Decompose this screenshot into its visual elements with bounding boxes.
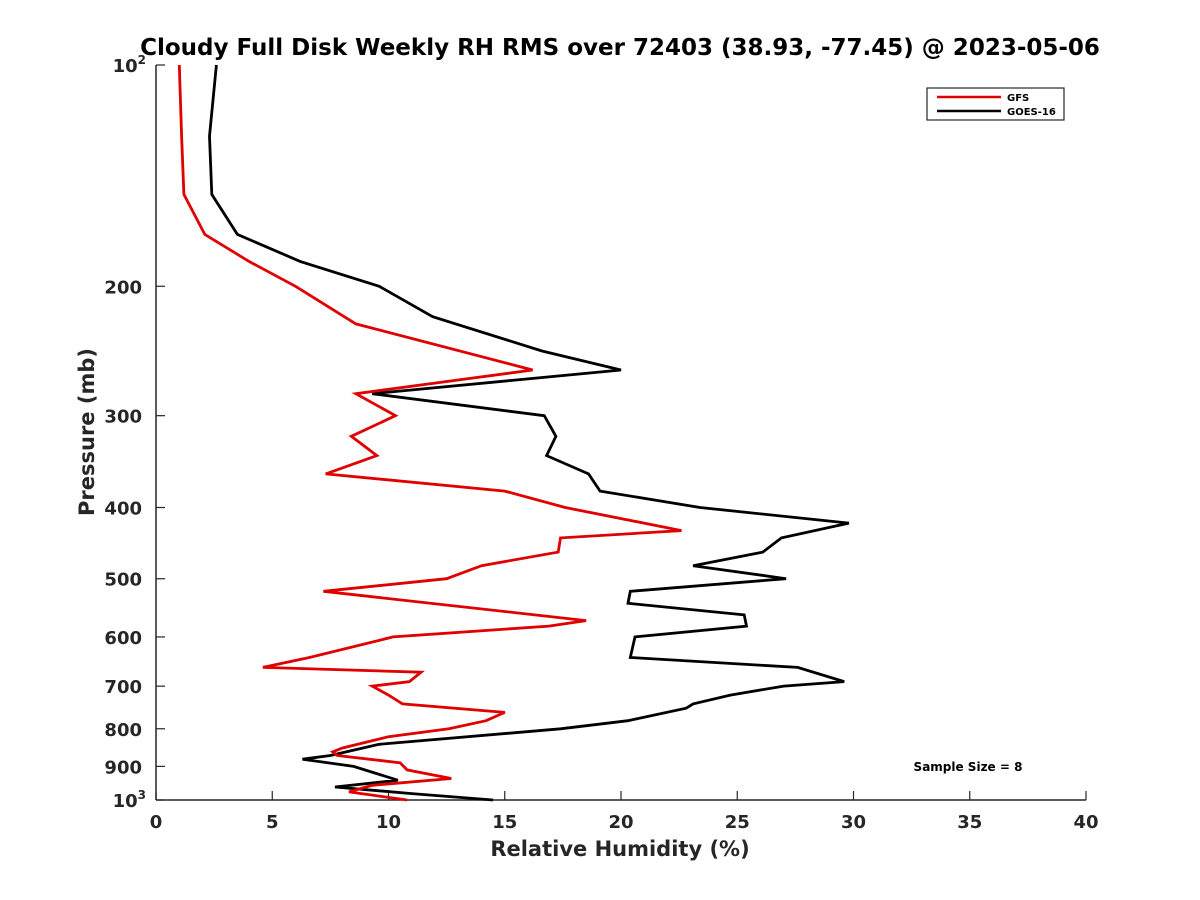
y-tick-base: 10	[113, 791, 138, 812]
y-tick-label: 600	[104, 628, 142, 649]
series-line-gfs	[177, 64, 682, 802]
x-tick-label: 25	[725, 812, 750, 833]
y-tick-label: 700	[104, 677, 142, 698]
x-tick-label: 0	[150, 812, 163, 833]
legend-label-goes-16: GOES-16	[1007, 107, 1056, 118]
series-line-goes-16	[208, 64, 850, 802]
y-tick-base: 10	[113, 56, 138, 77]
y-tick-label: 300	[104, 407, 142, 428]
x-tick-label: 20	[608, 812, 633, 833]
series-layer	[177, 64, 850, 802]
y-tick-label: 200	[104, 277, 142, 298]
y-tick-label: 103	[113, 788, 146, 812]
y-tick-label: 102	[113, 53, 146, 77]
legend-box	[926, 87, 1065, 121]
y-tick-exponent: 2	[138, 53, 146, 67]
legend: GFS GOES-16	[926, 87, 1065, 121]
x-tick-label: 35	[957, 812, 982, 833]
y-tick-label: 800	[104, 720, 142, 741]
y-axis-label: Pressure (mb)	[75, 348, 99, 516]
x-tick-label: 30	[841, 812, 866, 833]
x-tick-label: 5	[266, 812, 279, 833]
y-tick-exponent: 3	[138, 788, 146, 802]
legend-label-gfs: GFS	[1007, 93, 1029, 104]
sample-size-annotation: Sample Size = 8	[914, 760, 1023, 774]
chart-title: Cloudy Full Disk Weekly RH RMS over 7240…	[140, 35, 1100, 61]
x-axis-label: Relative Humidity (%)	[490, 837, 749, 861]
x-tick-label: 40	[1073, 812, 1098, 833]
y-tick-label: 400	[104, 499, 142, 520]
y-tick-label: 900	[104, 757, 142, 778]
x-tick-label: 10	[376, 812, 401, 833]
y-tick-label: 500	[104, 570, 142, 591]
x-tick-label: 15	[492, 812, 517, 833]
axes: 0 5 10 15 20 25 30 35 40102200300400500600700800…	[104, 53, 1098, 833]
